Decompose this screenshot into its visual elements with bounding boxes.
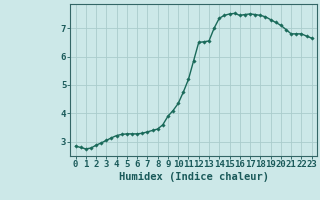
X-axis label: Humidex (Indice chaleur): Humidex (Indice chaleur) <box>119 172 268 182</box>
